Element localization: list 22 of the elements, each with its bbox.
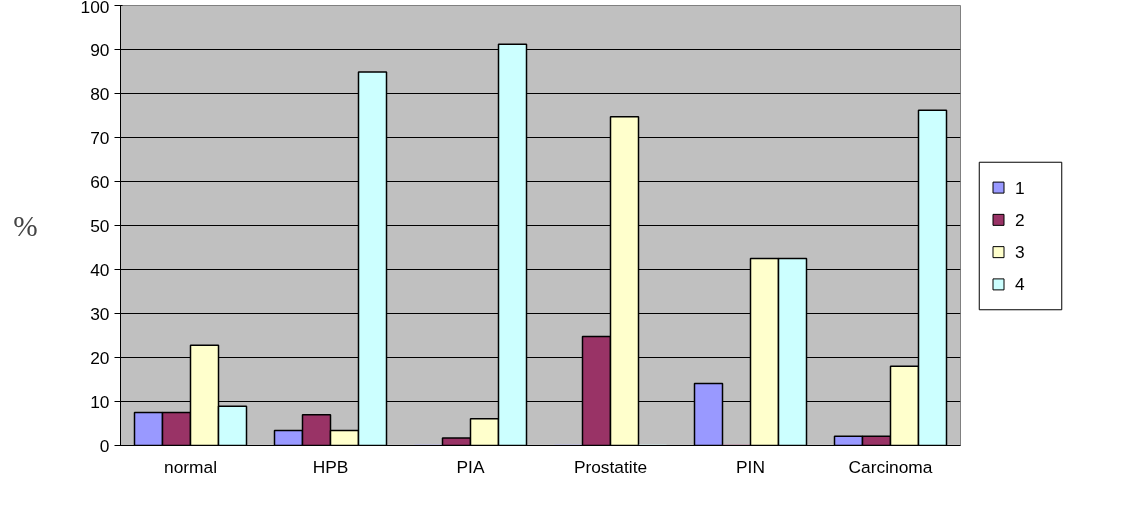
y-tick-label: 90 [90, 39, 110, 60]
y-tick-label: 0 [99, 435, 110, 456]
legend-label: 1 [1015, 177, 1025, 198]
legend-label: 4 [1015, 274, 1025, 295]
x-tick-label: PIN [736, 456, 765, 477]
y-tick-label: 20 [90, 347, 110, 368]
x-tick-label: PIA [456, 456, 485, 477]
x-tick-label: Prostatite [573, 456, 648, 477]
y-tick-label: 30 [90, 303, 110, 324]
y-tick-label: 50 [90, 215, 110, 236]
y-tick-label: 40 [90, 259, 110, 280]
y-tick-label: 100 [80, 0, 110, 17]
x-tick-label: HPB [312, 456, 349, 477]
legend-label: 2 [1015, 209, 1025, 230]
y-tick-label: 70 [90, 127, 110, 148]
x-tick-label: Carcinoma [848, 456, 933, 477]
y-tick-label: 80 [90, 83, 110, 104]
y-axis-title: % [13, 209, 38, 242]
y-tick-label: 60 [90, 171, 110, 192]
x-tick-label: normal [164, 456, 217, 477]
legend-label: 3 [1015, 242, 1025, 263]
y-tick-label: 10 [90, 391, 110, 412]
